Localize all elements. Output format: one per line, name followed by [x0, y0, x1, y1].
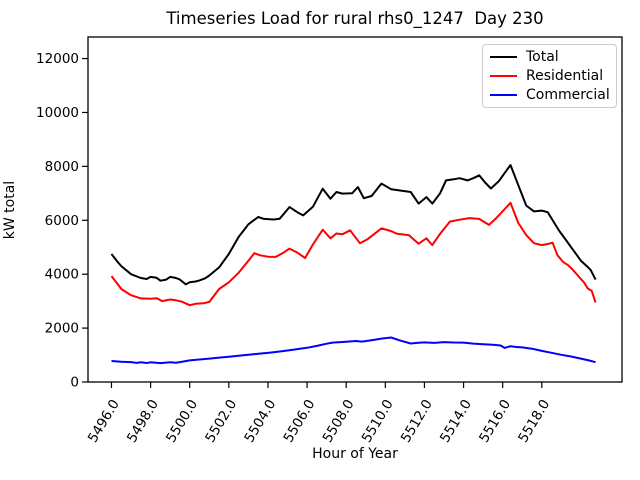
x-tick-label-2: 5500.0	[163, 397, 201, 446]
legend-label: Total	[526, 49, 559, 66]
series-line-total	[110, 164, 597, 286]
x-tick-label-1: 5498.0	[124, 397, 162, 446]
x-tick-label-4: 5504.0	[241, 397, 279, 446]
plot-frame	[87, 36, 623, 383]
x-tick-label-0: 5496.0	[85, 397, 123, 446]
legend-label: Commercial	[526, 86, 610, 103]
commercial-line-swatch	[490, 93, 517, 96]
y-axis-label: kW total	[2, 180, 18, 240]
x-tick-label-7: 5510.0	[359, 397, 397, 446]
y-tick-label-0: 0	[70, 375, 79, 391]
y-tick-label-4: 8000	[45, 159, 79, 175]
y-tick-label-1: 2000	[45, 321, 79, 337]
legend-item-commercial: Commercial	[490, 86, 610, 103]
chart-title: Timeseries Load for rural rhs0_1247 Day …	[166, 9, 544, 28]
x-axis-label: Hour of Year	[312, 446, 398, 462]
x-tick-label-9: 5514.0	[437, 397, 475, 446]
y-tick-label-5: 10000	[36, 105, 79, 121]
x-tick-label-5: 5506.0	[280, 397, 318, 446]
x-tick-label-8: 5512.0	[398, 397, 436, 446]
x-tick-label-3: 5502.0	[202, 397, 240, 446]
y-tick-label-6: 12000	[36, 51, 79, 67]
total-line-swatch	[490, 56, 517, 59]
series-line-residential	[110, 201, 597, 307]
legend-label: Residential	[526, 67, 604, 84]
series-line-commercial	[111, 336, 596, 365]
y-tick-label-2: 4000	[45, 267, 79, 283]
x-tick-label-11: 5518.0	[515, 397, 553, 446]
y-tick-label-3: 6000	[45, 213, 79, 229]
legend-item-residential: Residential	[490, 69, 609, 83]
legend-box: Total Residential Commercial	[482, 44, 617, 108]
x-tick-label-10: 5516.0	[476, 397, 514, 446]
x-tick-label-6: 5508.0	[320, 397, 358, 446]
legend-item-total: Total	[490, 50, 609, 64]
residential-line-swatch	[490, 74, 517, 77]
